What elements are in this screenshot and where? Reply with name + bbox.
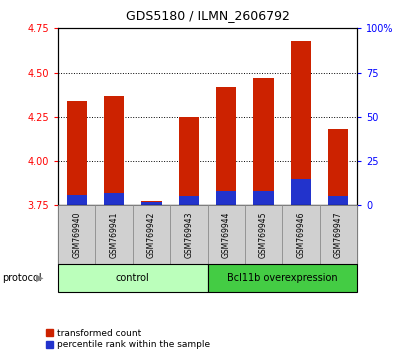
Bar [245, 205, 282, 264]
Bar [178, 196, 199, 205]
Bar [290, 179, 311, 205]
Bar [104, 96, 124, 205]
Bar [282, 205, 320, 264]
Bar [141, 201, 162, 205]
Bar [216, 87, 237, 205]
Bar [133, 205, 170, 264]
Bar [66, 195, 87, 205]
Bar [178, 117, 199, 205]
Bar [208, 205, 245, 264]
Text: GSM769941: GSM769941 [110, 211, 119, 258]
Text: GSM769943: GSM769943 [184, 211, 193, 258]
Bar [58, 205, 95, 264]
Text: protocol: protocol [2, 273, 42, 283]
Bar [216, 191, 237, 205]
Bar [208, 264, 357, 292]
Bar [58, 264, 208, 292]
Text: GSM769944: GSM769944 [222, 211, 231, 258]
Text: ▶: ▶ [36, 273, 43, 283]
Text: GSM769946: GSM769946 [296, 211, 305, 258]
Bar [104, 193, 124, 205]
Bar [170, 205, 208, 264]
Bar [253, 191, 274, 205]
Text: GDS5180 / ILMN_2606792: GDS5180 / ILMN_2606792 [126, 9, 289, 22]
Bar [328, 196, 349, 205]
Bar [141, 202, 162, 205]
Legend: transformed count, percentile rank within the sample: transformed count, percentile rank withi… [46, 329, 210, 349]
Bar [320, 205, 357, 264]
Bar [328, 129, 349, 205]
Text: Bcl11b overexpression: Bcl11b overexpression [227, 273, 337, 283]
Bar [66, 101, 87, 205]
Bar [290, 41, 311, 205]
Text: GSM769945: GSM769945 [259, 211, 268, 258]
Text: GSM769942: GSM769942 [147, 211, 156, 258]
Bar [253, 78, 274, 205]
Text: GSM769947: GSM769947 [334, 211, 343, 258]
Text: GSM769940: GSM769940 [72, 211, 81, 258]
Text: control: control [116, 273, 150, 283]
Bar [95, 205, 133, 264]
